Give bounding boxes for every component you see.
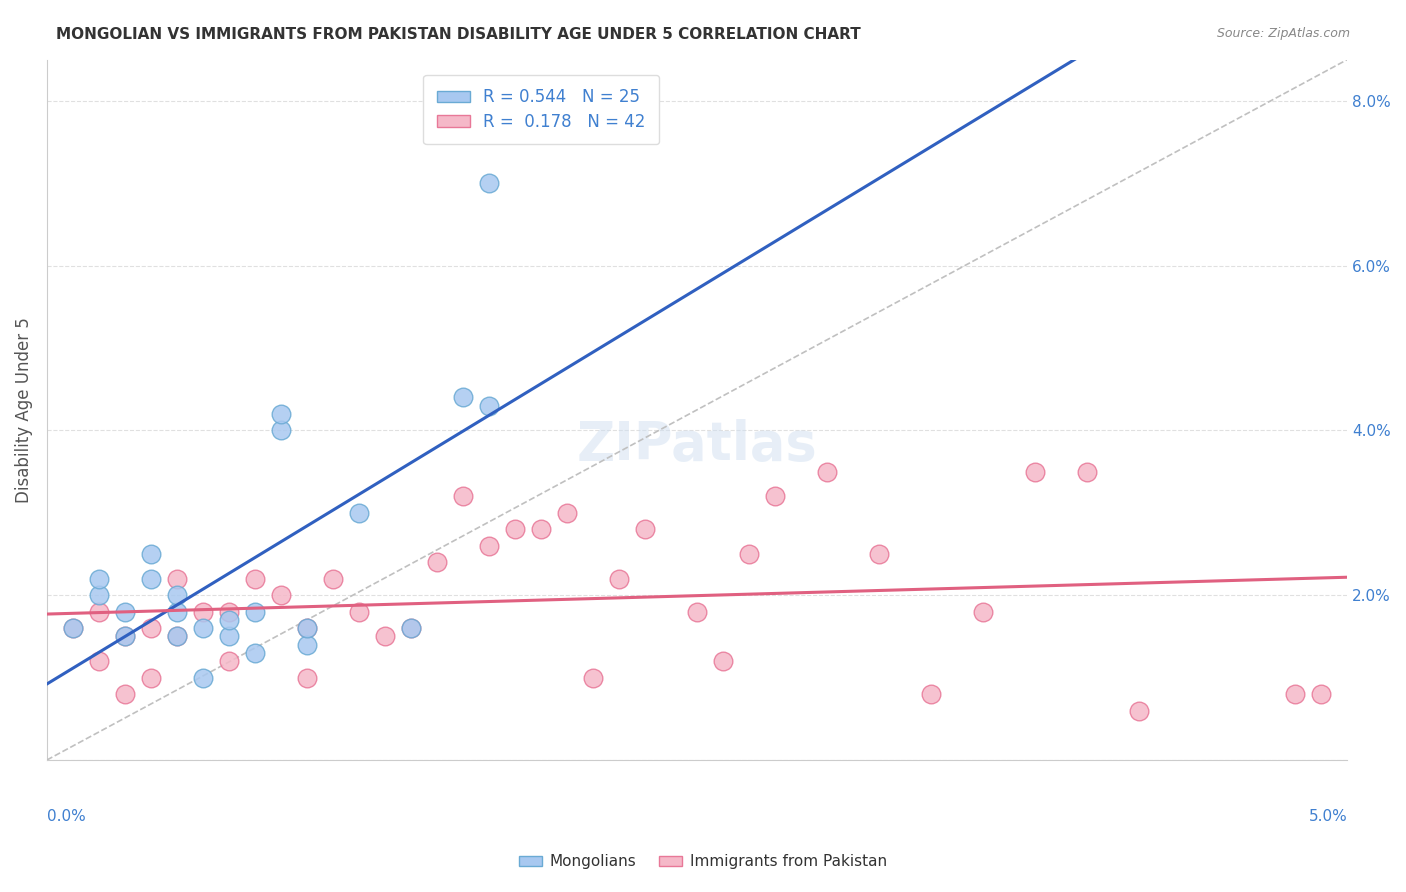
Point xyxy=(139,572,162,586)
Point xyxy=(139,547,162,561)
Point xyxy=(191,621,214,635)
Point xyxy=(738,547,761,561)
Point xyxy=(815,465,838,479)
Text: ZIPatlas: ZIPatlas xyxy=(576,419,817,471)
Point xyxy=(166,605,188,619)
Point xyxy=(555,506,578,520)
Point xyxy=(503,522,526,536)
Point xyxy=(114,605,136,619)
Point xyxy=(347,605,370,619)
Point xyxy=(972,605,994,619)
Point xyxy=(295,638,318,652)
Point xyxy=(139,671,162,685)
Legend: R = 0.544   N = 25, R =  0.178   N = 42: R = 0.544 N = 25, R = 0.178 N = 42 xyxy=(423,75,659,145)
Text: 0.0%: 0.0% xyxy=(46,809,86,824)
Point xyxy=(166,572,188,586)
Point xyxy=(114,629,136,643)
Point xyxy=(347,506,370,520)
Point xyxy=(634,522,657,536)
Point xyxy=(166,588,188,602)
Point xyxy=(114,687,136,701)
Point xyxy=(295,621,318,635)
Point xyxy=(478,176,501,190)
Point xyxy=(218,613,240,627)
Point xyxy=(686,605,709,619)
Point xyxy=(191,605,214,619)
Text: Source: ZipAtlas.com: Source: ZipAtlas.com xyxy=(1216,27,1350,40)
Point xyxy=(87,588,110,602)
Point xyxy=(426,555,449,569)
Point xyxy=(270,588,292,602)
Point xyxy=(374,629,396,643)
Point xyxy=(87,654,110,668)
Point xyxy=(1076,465,1098,479)
Point xyxy=(711,654,734,668)
Point xyxy=(478,539,501,553)
Point xyxy=(243,646,266,660)
Point xyxy=(763,489,786,503)
Point xyxy=(218,605,240,619)
Point xyxy=(87,605,110,619)
Point xyxy=(530,522,553,536)
Point xyxy=(218,654,240,668)
Point xyxy=(114,629,136,643)
Legend: Mongolians, Immigrants from Pakistan: Mongolians, Immigrants from Pakistan xyxy=(513,848,893,875)
Point xyxy=(582,671,605,685)
Point xyxy=(270,407,292,421)
Point xyxy=(1128,704,1150,718)
Point xyxy=(295,621,318,635)
Point xyxy=(62,621,84,635)
Point xyxy=(191,671,214,685)
Text: 5.0%: 5.0% xyxy=(1309,809,1347,824)
Point xyxy=(322,572,344,586)
Point xyxy=(478,399,501,413)
Point xyxy=(868,547,890,561)
Point xyxy=(270,424,292,438)
Point xyxy=(1284,687,1306,701)
Point xyxy=(218,629,240,643)
Point xyxy=(139,621,162,635)
Point xyxy=(166,629,188,643)
Point xyxy=(451,391,474,405)
Point xyxy=(1024,465,1046,479)
Point xyxy=(920,687,942,701)
Point xyxy=(166,629,188,643)
Point xyxy=(87,572,110,586)
Point xyxy=(243,605,266,619)
Point xyxy=(295,671,318,685)
Point xyxy=(607,572,630,586)
Point xyxy=(243,572,266,586)
Point xyxy=(399,621,422,635)
Point xyxy=(1310,687,1333,701)
Point xyxy=(399,621,422,635)
Y-axis label: Disability Age Under 5: Disability Age Under 5 xyxy=(15,317,32,503)
Text: MONGOLIAN VS IMMIGRANTS FROM PAKISTAN DISABILITY AGE UNDER 5 CORRELATION CHART: MONGOLIAN VS IMMIGRANTS FROM PAKISTAN DI… xyxy=(56,27,860,42)
Point xyxy=(451,489,474,503)
Point xyxy=(62,621,84,635)
